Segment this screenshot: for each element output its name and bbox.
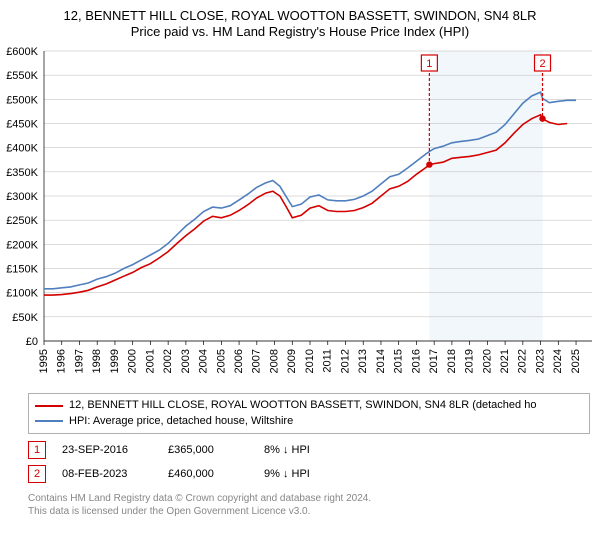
x-tick-label: 2003 <box>180 349 192 373</box>
event-price: £460,000 <box>168 468 248 480</box>
y-tick-label: £600K <box>6 46 38 58</box>
chart-title-line1: 12, BENNETT HILL CLOSE, ROYAL WOOTTON BA… <box>0 8 600 24</box>
legend-item: HPI: Average price, detached house, Wilt… <box>35 414 583 429</box>
x-tick-label: 2001 <box>144 349 156 373</box>
y-tick-label: £0 <box>26 336 38 348</box>
x-tick-label: 2015 <box>393 349 405 373</box>
x-tick-label: 1999 <box>109 349 121 373</box>
x-tick-label: 2013 <box>357 349 369 373</box>
events-table: 1 23-SEP-2016 £365,000 8% ↓ HPI 2 08-FEB-2023… <box>28 438 590 486</box>
chart-plot-area: £0 £50K £100K £150K £200K £250K £300K £350K £400… <box>0 45 600 385</box>
event-row: 2 08-FEB-2023 £460,000 9% ↓ HPI <box>28 462 590 486</box>
event-marker-dot <box>426 162 432 168</box>
legend-item: 12, BENNETT HILL CLOSE, ROYAL WOOTTON BA… <box>35 398 583 413</box>
event-date: 23-SEP-2016 <box>62 444 152 456</box>
x-tick-label: 2008 <box>268 349 280 373</box>
x-tick-label: 2002 <box>162 349 174 373</box>
y-tick-label: £100K <box>6 288 38 300</box>
y-tick-label: £500K <box>6 95 38 107</box>
x-tick-label: 2017 <box>428 349 440 373</box>
event-badge: 1 <box>28 441 46 459</box>
y-tick-label: £400K <box>6 143 38 155</box>
event-date: 08-FEB-2023 <box>62 468 152 480</box>
y-tick-label: £150K <box>6 264 38 276</box>
event-delta: 9% ↓ HPI <box>264 468 310 480</box>
x-tick-label: 2023 <box>534 349 546 373</box>
chart-footnote: Contains HM Land Registry data © Crown c… <box>28 492 590 518</box>
x-tick-label: 2007 <box>251 349 263 373</box>
x-tick-label: 1996 <box>56 349 68 373</box>
event-delta: 8% ↓ HPI <box>264 444 310 456</box>
event-badge: 2 <box>28 465 46 483</box>
event-row: 1 23-SEP-2016 £365,000 8% ↓ HPI <box>28 438 590 462</box>
y-tick-label: £250K <box>6 215 38 227</box>
x-tick-label: 2014 <box>375 349 387 373</box>
footnote-line1: Contains HM Land Registry data © Crown c… <box>28 492 590 505</box>
legend-label: HPI: Average price, detached house, Wilt… <box>69 414 293 429</box>
x-tick-label: 1998 <box>91 349 103 373</box>
x-tick-label: 2020 <box>481 349 493 373</box>
x-tick-label: 2019 <box>464 349 476 373</box>
chart-container: 12, BENNETT HILL CLOSE, ROYAL WOOTTON BA… <box>0 0 600 518</box>
chart-title-line2: Price paid vs. HM Land Registry's House … <box>0 24 600 40</box>
x-tick-label: 1997 <box>73 349 85 373</box>
legend-label: 12, BENNETT HILL CLOSE, ROYAL WOOTTON BA… <box>69 398 536 413</box>
x-tick-label: 2016 <box>410 349 422 373</box>
x-tick-label: 2006 <box>233 349 245 373</box>
x-tick-label: 2025 <box>570 349 582 373</box>
x-tick-label: 2005 <box>215 349 227 373</box>
x-tick-label: 2000 <box>127 349 139 373</box>
x-tick-label: 2018 <box>446 349 458 373</box>
legend-swatch <box>35 420 63 422</box>
x-tick-label: 2010 <box>304 349 316 373</box>
y-tick-label: £450K <box>6 119 38 131</box>
x-tick-label: 2011 <box>322 349 334 373</box>
event-marker-number: 2 <box>539 58 545 70</box>
y-tick-label: £350K <box>6 167 38 179</box>
legend-swatch <box>35 405 63 407</box>
y-tick-label: £200K <box>6 240 38 252</box>
x-tick-label: 2021 <box>499 349 511 373</box>
x-tick-label: 2004 <box>198 349 210 373</box>
x-tick-label: 2024 <box>552 349 564 373</box>
footnote-line2: This data is licensed under the Open Gov… <box>28 505 590 518</box>
y-tick-label: £550K <box>6 70 38 82</box>
event-marker-dot <box>539 116 545 122</box>
chart-legend: 12, BENNETT HILL CLOSE, ROYAL WOOTTON BA… <box>28 393 590 434</box>
event-marker-number: 1 <box>426 58 432 70</box>
x-tick-label: 2022 <box>517 349 529 373</box>
line-chart-svg: £0 £50K £100K £150K £200K £250K £300K £350K £400… <box>0 45 600 385</box>
y-tick-label: £50K <box>12 312 38 324</box>
x-tick-label: 1995 <box>38 349 50 373</box>
x-tick-label: 2012 <box>339 349 351 373</box>
event-price: £365,000 <box>168 444 248 456</box>
x-tick-label: 2009 <box>286 349 298 373</box>
y-tick-label: £300K <box>6 191 38 203</box>
